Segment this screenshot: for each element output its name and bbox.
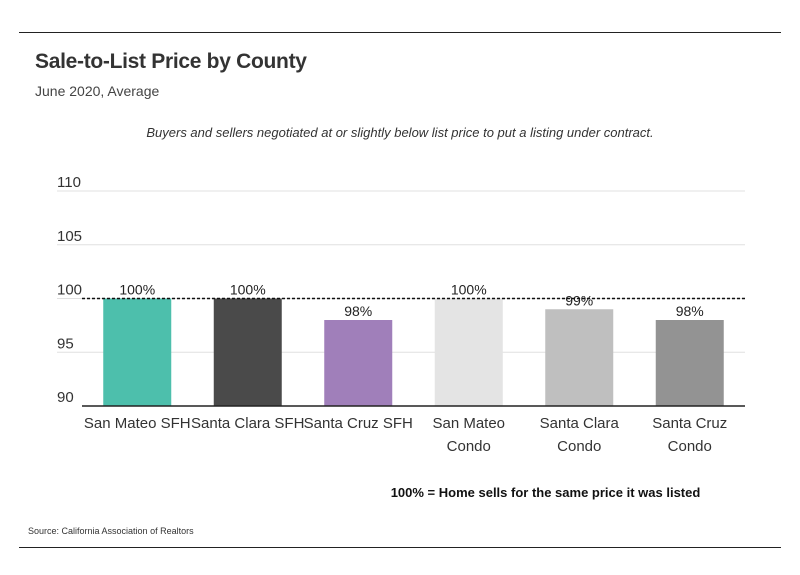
bar: [545, 309, 614, 406]
y-tick-label: 90: [57, 389, 74, 406]
y-tick-label: 110: [57, 174, 81, 191]
bar: [213, 298, 282, 406]
x-tick-label: Santa Cruz SFH: [304, 415, 413, 432]
bar: [324, 320, 393, 406]
x-tick-label: Santa Clara: [540, 415, 620, 432]
x-tick-label: Condo: [447, 438, 491, 455]
data-label: 100%: [451, 282, 487, 298]
data-label: 98%: [676, 303, 704, 319]
chart-annotation: Buyers and sellers negotiated at or slig…: [146, 125, 654, 140]
chart-footnote: 100% = Home sells for the same price it …: [390, 485, 701, 500]
y-tick-label: 105: [57, 228, 82, 245]
bottom-rule: [19, 547, 781, 548]
y-tick-label: 100: [57, 282, 82, 299]
x-tick-label: Santa Cruz: [652, 415, 727, 432]
data-label: 100%: [119, 282, 155, 298]
chart-title: Sale-to-List Price by County: [35, 50, 307, 73]
data-label: 99%: [565, 292, 593, 308]
y-tick-label: 95: [57, 335, 74, 352]
x-tick-label: Condo: [668, 438, 712, 455]
x-tick-label: Condo: [557, 438, 601, 455]
data-label: 100%: [230, 282, 266, 298]
x-tick-label: San Mateo: [432, 415, 505, 432]
bar: [655, 320, 724, 406]
bar: [103, 298, 172, 406]
x-tick-label: Santa Clara SFH: [191, 415, 304, 432]
data-label: 98%: [344, 303, 372, 319]
source-note: Source: California Association of Realto…: [28, 526, 194, 536]
x-tick-label: San Mateo SFH: [84, 415, 191, 432]
bar: [434, 298, 503, 406]
top-rule: [19, 32, 781, 33]
chart-subtitle: June 2020, Average: [35, 83, 160, 99]
